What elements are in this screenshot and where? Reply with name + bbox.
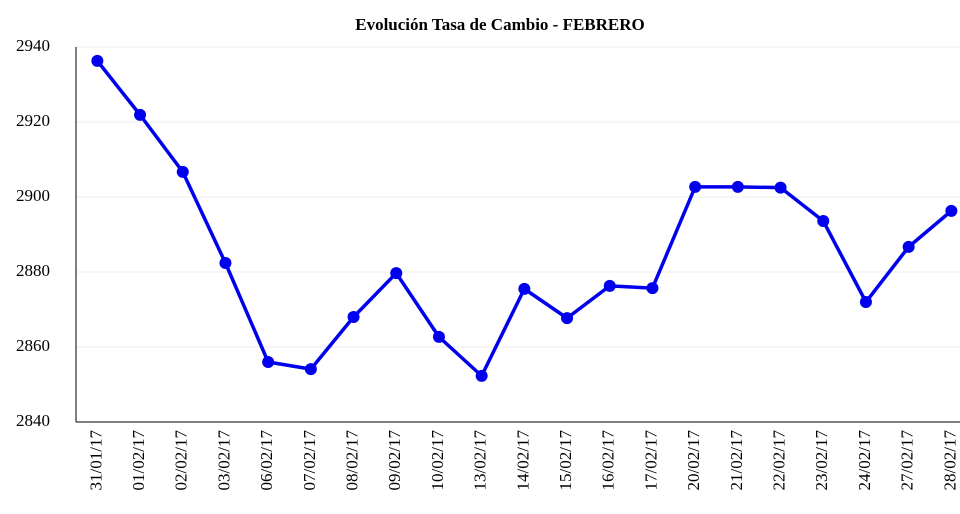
point [646, 282, 659, 295]
point [945, 204, 958, 217]
x-tick-label: 02/02/17 [172, 430, 191, 491]
x-tick-label: 09/02/17 [385, 430, 404, 491]
point [518, 282, 531, 295]
point [689, 180, 702, 193]
point [774, 181, 787, 194]
x-tick-label: 14/02/17 [513, 430, 532, 491]
point [134, 108, 147, 121]
x-tick-label: 10/02/17 [428, 430, 447, 491]
x-tick-label: 16/02/17 [599, 430, 618, 491]
y-tick-label: 2900 [16, 186, 50, 205]
point [603, 279, 616, 292]
y-tick-label: 2880 [16, 261, 50, 280]
point [859, 296, 872, 308]
point [902, 240, 915, 253]
point [91, 54, 104, 67]
point [219, 257, 232, 269]
y-tick-label: 2840 [16, 411, 50, 430]
x-tick-label: 23/02/17 [812, 430, 831, 491]
point [432, 330, 445, 343]
point [262, 356, 275, 368]
point [304, 363, 317, 376]
x-tick-label: 22/02/17 [769, 430, 788, 491]
x-tick-label: 01/02/17 [129, 430, 148, 491]
y-tick-label: 2860 [16, 336, 50, 355]
x-tick-label: 08/02/17 [342, 430, 361, 491]
x-tick-label: 21/02/17 [727, 430, 746, 491]
x-tick-label: 27/02/17 [898, 430, 917, 491]
x-tick-label: 15/02/17 [556, 430, 575, 491]
x-tick-label: 31/01/17 [86, 430, 105, 491]
y-tick-label: 2940 [16, 36, 50, 55]
x-tick-label: 24/02/17 [855, 430, 874, 491]
x-tick-label: 03/02/17 [214, 430, 233, 491]
chart-title: Evolución Tasa de Cambio - FEBRERO [355, 15, 645, 34]
point [347, 311, 360, 323]
x-tick-label: 20/02/17 [684, 430, 703, 491]
point [561, 312, 574, 325]
point [475, 369, 488, 382]
x-tick-label: 13/02/17 [471, 430, 490, 491]
point [817, 215, 830, 227]
point [390, 267, 403, 280]
point [176, 165, 189, 178]
x-tick-label: 17/02/17 [641, 430, 660, 491]
y-tick-label: 2920 [16, 111, 50, 130]
x-tick-label: 28/02/17 [940, 430, 959, 491]
x-tick-label: 06/02/17 [257, 430, 276, 491]
point [731, 180, 744, 193]
x-tick-label: 07/02/17 [300, 430, 319, 491]
